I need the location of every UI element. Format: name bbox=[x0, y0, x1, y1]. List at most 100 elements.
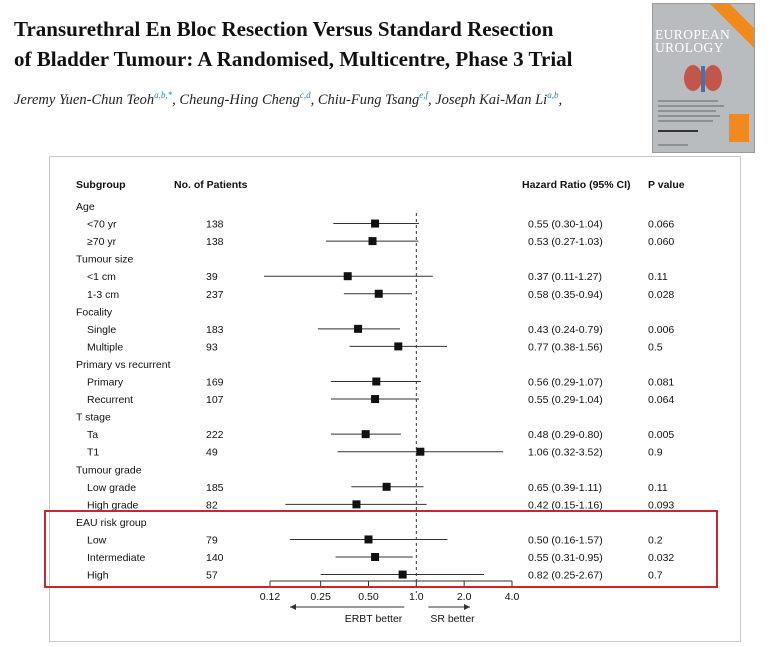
hr-point bbox=[371, 553, 380, 561]
hr-point bbox=[352, 500, 361, 509]
patients-count: 49 bbox=[206, 447, 218, 459]
hr-point bbox=[354, 324, 363, 333]
hr-point bbox=[394, 342, 403, 351]
hr-ci-text: 0.55 (0.30-1.04) bbox=[528, 219, 603, 231]
arrow-right-head bbox=[464, 604, 470, 610]
hr-ci-text: 0.42 (0.15-1.16) bbox=[528, 499, 603, 511]
subgroup-label: T1 bbox=[87, 447, 99, 459]
p-value-text: 0.032 bbox=[648, 552, 674, 564]
hr-point bbox=[361, 430, 370, 439]
hr-ci-text: 0.56 (0.29-1.07) bbox=[528, 377, 603, 389]
p-value-text: 0.060 bbox=[648, 236, 674, 248]
subgroup-label: Ta bbox=[87, 429, 98, 441]
patients-count: 183 bbox=[206, 324, 224, 336]
subgroup-label: <1 cm bbox=[87, 271, 116, 283]
patients-count: 169 bbox=[206, 377, 224, 389]
hr-point bbox=[368, 237, 377, 246]
patients-count: 57 bbox=[206, 570, 218, 582]
author-affiliation[interactable]: c,d bbox=[299, 90, 311, 100]
hr-ci-text: 0.55 (0.31-0.95) bbox=[528, 552, 603, 564]
author-name: Jeremy Yuen-Chun Teoh bbox=[14, 91, 155, 108]
cover-brand: EUROPEAN UROLOGY bbox=[655, 28, 752, 55]
hr-point bbox=[371, 219, 380, 228]
hr-ci-text: 0.82 (0.25-2.67) bbox=[528, 570, 603, 582]
hr-ci-text: 0.55 (0.29-1.04) bbox=[528, 394, 603, 406]
subgroup-label: Low grade bbox=[87, 482, 136, 494]
patients-count: 79 bbox=[206, 534, 218, 546]
x-tick-label: 0.50 bbox=[358, 591, 379, 603]
subgroup-header: Focality bbox=[76, 306, 113, 318]
hr-point bbox=[372, 377, 381, 386]
kidney-illustration-icon bbox=[684, 65, 722, 92]
author-affiliation[interactable]: e,f bbox=[419, 90, 428, 100]
forest-plot-svg: Subgroup No. of Patients Hazard Ratio (95%… bbox=[76, 179, 685, 625]
subgroup-label: Single bbox=[87, 324, 116, 336]
patients-count: 39 bbox=[206, 271, 218, 283]
subgroup-header: Primary vs recurrent bbox=[76, 359, 171, 371]
journal-cover-image: EUROPEAN UROLOGY bbox=[652, 3, 755, 153]
subgroup-label: Primary bbox=[87, 377, 124, 389]
arrow-left-head bbox=[290, 604, 296, 610]
p-value-text: 0.028 bbox=[648, 289, 674, 301]
subgroup-label: 1-3 cm bbox=[87, 289, 119, 301]
hr-point bbox=[398, 570, 407, 579]
patients-count: 107 bbox=[206, 394, 224, 406]
hr-ci-text: 0.58 (0.35-0.94) bbox=[528, 289, 603, 301]
p-value-text: 0.7 bbox=[648, 570, 663, 582]
forest-plot: Subgroup No. of Patients Hazard Ratio (95%… bbox=[49, 156, 741, 642]
patients-count: 185 bbox=[206, 482, 224, 494]
subgroup-header: Tumour size bbox=[76, 254, 134, 266]
p-value-text: 0.093 bbox=[648, 499, 674, 511]
subgroup-label: High bbox=[87, 570, 109, 582]
hr-point bbox=[374, 289, 383, 298]
p-value-text: 0.11 bbox=[648, 482, 668, 494]
hr-ci-text: 1.06 (0.32-3.52) bbox=[528, 447, 603, 459]
p-value-text: 0.005 bbox=[648, 429, 674, 441]
hr-ci-text: 0.77 (0.38-1.56) bbox=[528, 341, 603, 353]
subgroup-label: Low bbox=[87, 534, 107, 546]
label-sr-better: SR better bbox=[430, 613, 475, 625]
subgroup-label: ≥70 yr bbox=[87, 236, 117, 248]
subgroup-label: <70 yr bbox=[87, 219, 117, 231]
subgroup-header: Age bbox=[76, 201, 95, 213]
hr-ci-text: 0.37 (0.11-1.27) bbox=[528, 271, 602, 283]
header-p-value: P value bbox=[648, 179, 685, 191]
hr-point bbox=[371, 395, 380, 404]
hr-point bbox=[382, 482, 391, 491]
author-affiliation[interactable]: a,b bbox=[547, 90, 559, 100]
article-title-line-1: Transurethral En Bloc Resection Versus S… bbox=[14, 17, 554, 41]
hr-ci-text: 0.53 (0.27-1.03) bbox=[528, 236, 603, 248]
hr-ci-text: 0.50 (0.16-1.57) bbox=[528, 534, 603, 546]
author-affiliation[interactable]: a,b,* bbox=[154, 90, 173, 100]
p-value-text: 0.11 bbox=[648, 271, 668, 283]
p-value-text: 0.066 bbox=[648, 219, 674, 231]
article-title: Transurethral En Bloc Resection Versus S… bbox=[14, 14, 624, 74]
subgroup-label: Multiple bbox=[87, 341, 123, 353]
p-value-text: 0.2 bbox=[648, 534, 663, 546]
x-tick-label: 0.12 bbox=[260, 591, 281, 603]
author-name: Joseph Kai-Man Li bbox=[435, 91, 548, 108]
header-patients: No. of Patients bbox=[174, 179, 248, 191]
subgroup-header: Tumour grade bbox=[76, 464, 142, 476]
subgroup-label: Recurrent bbox=[87, 394, 133, 406]
x-tick-label: 1.0 bbox=[409, 591, 424, 603]
p-value-text: 0.006 bbox=[648, 324, 674, 336]
p-value-text: 0.5 bbox=[648, 341, 663, 353]
hr-point bbox=[416, 447, 425, 456]
article-title-line-2: of Bladder Tumour: A Randomised, Multice… bbox=[14, 47, 573, 71]
patients-count: 222 bbox=[206, 429, 224, 441]
hr-ci-text: 0.48 (0.29-0.80) bbox=[528, 429, 603, 441]
author-name: Cheung-Hing Cheng bbox=[179, 91, 300, 108]
header-hazard-ratio: Hazard Ratio (95% CI) bbox=[522, 179, 631, 191]
x-tick-label: 4.0 bbox=[505, 591, 520, 603]
label-erbt-better: ERBT better bbox=[345, 613, 403, 625]
patients-count: 138 bbox=[206, 219, 224, 231]
hr-ci-text: 0.43 (0.24-0.79) bbox=[528, 324, 603, 336]
p-value-text: 0.064 bbox=[648, 394, 674, 406]
patients-count: 138 bbox=[206, 236, 224, 248]
author-name: Chiu-Fung Tsang bbox=[317, 91, 420, 108]
subgroup-label: Intermediate bbox=[87, 552, 146, 564]
hr-point bbox=[364, 535, 373, 544]
patients-count: 82 bbox=[206, 499, 218, 511]
p-value-text: 0.081 bbox=[648, 377, 674, 389]
